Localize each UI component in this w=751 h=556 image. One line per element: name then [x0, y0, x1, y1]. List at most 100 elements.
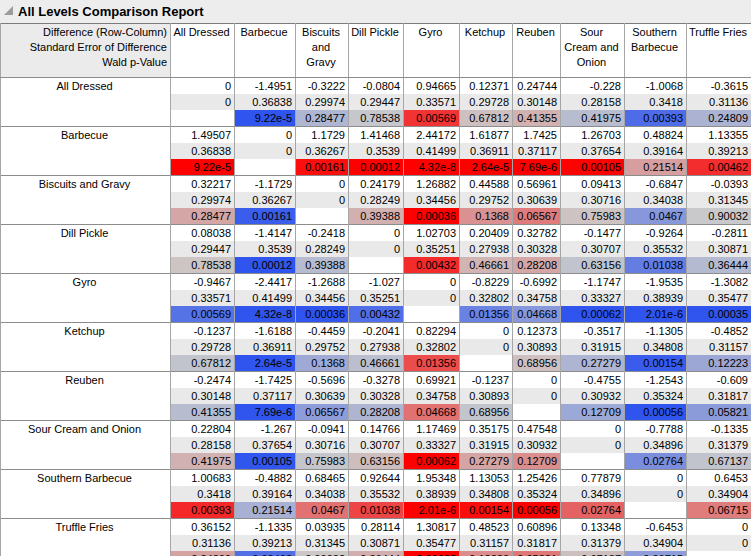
diff-cell: 0.48523: [460, 519, 513, 536]
row-label: Dill Pickle: [1, 225, 171, 274]
se-cell: 0.41499: [235, 290, 296, 306]
diff-cell: -0.6847: [625, 176, 687, 193]
diff-cell: 1.61877: [460, 127, 513, 144]
se-cell: 0.30639: [513, 192, 561, 208]
diff-cell: 0.24179: [349, 176, 404, 193]
p-cell: 0.0467: [625, 208, 687, 225]
p-cell: 0.0467: [296, 502, 349, 519]
p-cell: 0.21514: [235, 502, 296, 519]
se-cell: 0.28158: [561, 94, 625, 110]
p-cell: 0.1368: [460, 208, 513, 225]
se-cell: 0.33571: [404, 94, 460, 110]
diff-cell: 0: [460, 323, 513, 340]
row-label: Barbecue: [1, 127, 171, 176]
diff-cell: 0.47548: [513, 421, 561, 438]
p-cell: 0.00056: [513, 502, 561, 519]
p-cell: 0.01038: [625, 257, 687, 274]
p-cell: 0.90032: [296, 551, 349, 556]
diff-cell: 0.56961: [513, 176, 561, 193]
diff-cell: 0.20409: [460, 225, 513, 242]
se-cell: 0.30932: [561, 388, 625, 404]
diff-cell: -0.3615: [687, 78, 751, 95]
diff-cell: 0: [561, 421, 625, 438]
diff-cell: 0: [404, 274, 460, 291]
diff-cell: 0.68465: [296, 470, 349, 487]
se-cell: 0.29447: [349, 94, 404, 110]
p-cell: 0.00036: [296, 306, 349, 323]
se-cell: 0.34456: [296, 290, 349, 306]
diff-cell: -1.4951: [235, 78, 296, 95]
se-cell: 0.37117: [513, 143, 561, 159]
diff-cell: -1.1747: [561, 274, 625, 291]
se-cell: 0: [687, 535, 751, 551]
p-cell: 0.39388: [296, 257, 349, 274]
se-cell: 0.39164: [235, 486, 296, 502]
row-label: Reuben: [1, 372, 171, 421]
se-cell: 0.33571: [171, 290, 235, 306]
diff-cell: 0: [235, 127, 296, 144]
diff-cell: -0.1477: [561, 225, 625, 242]
p-cell: 7.69e-6: [235, 404, 296, 421]
se-cell: 0: [460, 339, 513, 355]
p-cell: 0.90032: [687, 208, 751, 225]
se-cell: 0.28158: [171, 437, 235, 453]
p-cell: 0.46661: [460, 257, 513, 274]
p-cell: 0.63156: [561, 257, 625, 274]
row-label: Southern Barbecue: [1, 470, 171, 519]
diff-cell: -1.6188: [235, 323, 296, 340]
se-cell: 0.34904: [687, 486, 751, 502]
p-cell: 0.05821: [513, 551, 561, 556]
se-cell: 0.34896: [625, 437, 687, 453]
diff-cell: -1.267: [235, 421, 296, 438]
diff-cell: 1.26703: [561, 127, 625, 144]
p-cell: 0.12709: [561, 404, 625, 421]
p-cell: 0.00569: [171, 306, 235, 323]
se-cell: 0.36911: [235, 339, 296, 355]
p-cell: 0.00569: [404, 110, 460, 127]
se-cell: 0.31136: [171, 535, 235, 551]
se-cell: 0.34758: [404, 388, 460, 404]
p-cell: 2.64e-5: [460, 159, 513, 176]
report-title: All Levels Comparison Report: [18, 4, 204, 19]
se-cell: 0.33327: [404, 437, 460, 453]
disclosure-triangle-icon[interactable]: [4, 6, 13, 15]
se-cell: 0.3539: [235, 241, 296, 257]
p-cell: 0.01038: [349, 502, 404, 519]
diff-cell: 0.03935: [296, 519, 349, 536]
diff-row-all-dressed: All Dressed0-1.4951-0.3222-0.08040.94665…: [1, 78, 751, 95]
se-cell: 0.36267: [296, 143, 349, 159]
p-cell: 0.27279: [460, 453, 513, 470]
se-cell: 0.29974: [171, 192, 235, 208]
column-header-gyro: Gyro: [404, 24, 460, 78]
se-cell: 0.34808: [460, 486, 513, 502]
p-cell: 0.28477: [171, 208, 235, 225]
p-cell: 0.00462: [235, 551, 296, 556]
se-cell: 0.36267: [235, 192, 296, 208]
p-cell: [171, 110, 235, 127]
se-cell: 0.31915: [460, 437, 513, 453]
se-cell: 0.30328: [513, 241, 561, 257]
se-cell: 0.34038: [296, 486, 349, 502]
p-cell: [349, 257, 404, 274]
row-label: Sour Cream and Onion: [1, 421, 171, 470]
row-label: All Dressed: [1, 78, 171, 127]
diff-row-barbecue: Barbecue1.4950701.17291.414682.441721.61…: [1, 127, 751, 144]
p-cell: 0.00432: [349, 306, 404, 323]
row-header-line-1: Difference (Row-Column): [2, 25, 167, 40]
diff-cell: -0.1237: [460, 372, 513, 389]
se-cell: 0.29447: [171, 241, 235, 257]
p-cell: 0.1368: [296, 355, 349, 372]
p-cell: 0.27279: [561, 355, 625, 372]
p-cell: 0.00154: [625, 355, 687, 372]
diff-cell: -1.1335: [235, 519, 296, 536]
diff-cell: -0.2041: [349, 323, 404, 340]
p-cell: 0.00035: [687, 306, 751, 323]
p-cell: 0.04668: [513, 306, 561, 323]
se-cell: 0.30328: [349, 388, 404, 404]
diff-cell: 0.28114: [349, 519, 404, 536]
diff-cell: -0.3222: [296, 78, 349, 95]
diff-cell: 1.13355: [687, 127, 751, 144]
p-cell: 0.06567: [296, 404, 349, 421]
p-cell: 0.39388: [349, 208, 404, 225]
se-cell: 0.30932: [513, 437, 561, 453]
